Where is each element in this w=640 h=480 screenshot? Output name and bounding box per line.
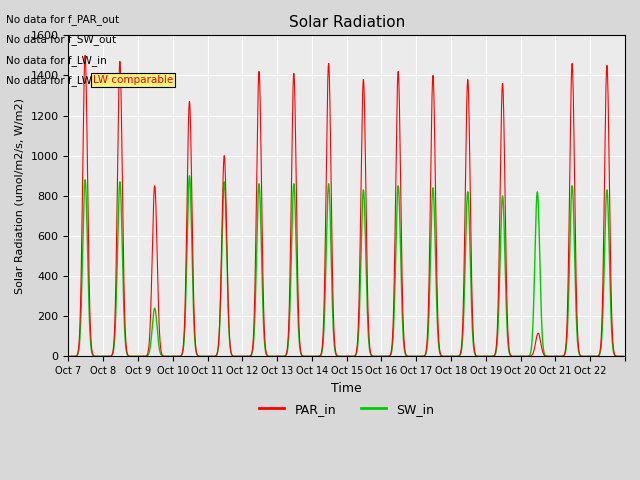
Text: No data for f_LW_in: No data for f_LW_in (6, 55, 107, 66)
Text: No data for f_LW_out: No data for f_LW_out (6, 75, 115, 86)
X-axis label: Time: Time (332, 382, 362, 395)
Text: No data for f_SW_out: No data for f_SW_out (6, 35, 116, 46)
Text: No data for f_PAR_out: No data for f_PAR_out (6, 14, 120, 25)
Text: LW comparable: LW comparable (93, 75, 173, 85)
Title: Solar Radiation: Solar Radiation (289, 15, 405, 30)
Y-axis label: Solar Radiation (umol/m2/s, W/m2): Solar Radiation (umol/m2/s, W/m2) (15, 98, 25, 294)
Legend: PAR_in, SW_in: PAR_in, SW_in (254, 398, 439, 420)
